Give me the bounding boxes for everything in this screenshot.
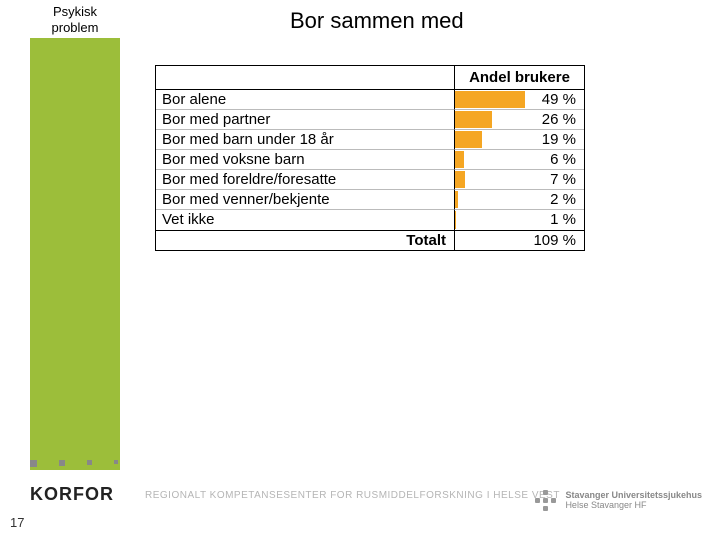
table-header-empty <box>156 66 454 89</box>
bar-segment <box>455 151 464 168</box>
table-row-barcell <box>454 150 524 170</box>
table-row-barcell <box>454 190 524 210</box>
side-label: Psykisk problem <box>30 0 120 35</box>
hospital-icon <box>535 490 557 512</box>
table-row: Bor med venner/bekjente 2 % <box>156 190 584 210</box>
table-row-value: 2 % <box>524 190 584 210</box>
table-row-label: Bor med partner <box>156 110 454 130</box>
dot-icon <box>30 460 37 467</box>
bar-segment <box>455 91 525 108</box>
bar-segment <box>455 171 465 188</box>
table-row: Bor med voksne barn 6 % <box>156 150 584 170</box>
green-sidebar <box>30 38 120 470</box>
table-row-label: Bor med voksne barn <box>156 150 454 170</box>
table-row-barcell <box>454 210 524 230</box>
hospital-logo: Stavanger Universitetssjukehus Helse Sta… <box>535 490 702 512</box>
table-header-value: Andel brukere <box>454 66 584 89</box>
page-number: 17 <box>10 515 24 530</box>
table-row-label: Bor med venner/bekjente <box>156 190 454 210</box>
brand-logo-text: KORFOR <box>30 484 114 505</box>
table-header-row: Andel brukere <box>156 66 584 90</box>
table-total-label: Totalt <box>156 231 454 250</box>
table-row-value: 7 % <box>524 170 584 190</box>
table-row: Bor med barn under 18 år 19 % <box>156 130 584 150</box>
data-table: Andel brukere Bor alene49 %Bor med partn… <box>155 65 585 251</box>
table-row-label: Bor alene <box>156 90 454 110</box>
brand-subtitle: REGIONALT KOMPETANSESENTER FOR RUSMIDDEL… <box>145 490 560 501</box>
table-row: Bor alene 49 % <box>156 90 584 110</box>
table-row-barcell <box>454 90 524 110</box>
table-row-label: Bor med barn under 18 år <box>156 130 454 150</box>
side-label-line1: Psykisk <box>30 4 120 20</box>
page-title: Bor sammen med <box>290 8 464 34</box>
table-total-row: Totalt 109 % <box>156 230 584 250</box>
table-row-label: Vet ikke <box>156 210 454 230</box>
table-row: Vet ikke 1 % <box>156 210 584 230</box>
table-row-barcell <box>454 170 524 190</box>
decorative-dots <box>30 460 118 467</box>
table-row-value: 1 % <box>524 210 584 230</box>
bar-segment <box>455 131 482 148</box>
table-row: Bor med foreldre/foresatte 7 % <box>156 170 584 190</box>
side-label-line2: problem <box>30 20 120 36</box>
bar-segment <box>455 191 458 208</box>
hospital-line2: Helse Stavanger HF <box>565 501 702 511</box>
table-row-barcell <box>454 110 524 130</box>
table-row-label: Bor med foreldre/foresatte <box>156 170 454 190</box>
table-row-barcell <box>454 130 524 150</box>
table-total-value: 109 % <box>524 231 584 250</box>
table-row-value: 6 % <box>524 150 584 170</box>
dot-icon <box>114 460 118 464</box>
dot-icon <box>87 460 92 465</box>
hospital-text: Stavanger Universitetssjukehus Helse Sta… <box>565 491 702 511</box>
bar-segment <box>455 211 456 229</box>
table-row-value: 26 % <box>524 110 584 130</box>
bar-segment <box>455 111 492 128</box>
table-total-barcell <box>454 231 524 250</box>
table-row: Bor med partner 26 % <box>156 110 584 130</box>
table-row-value: 49 % <box>524 90 584 110</box>
table-row-value: 19 % <box>524 130 584 150</box>
dot-icon <box>59 460 65 466</box>
